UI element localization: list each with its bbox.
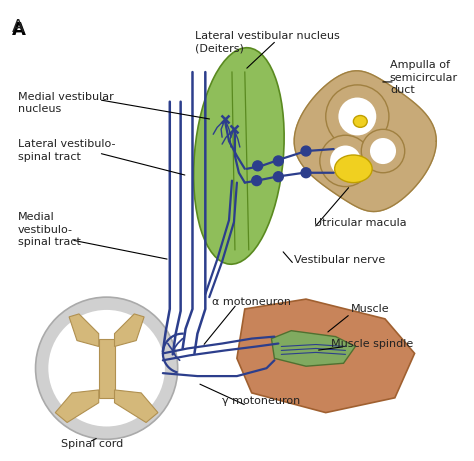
Polygon shape [272, 331, 356, 366]
Circle shape [330, 146, 361, 176]
Text: Lateral vestibular nucleus
(Deiters): Lateral vestibular nucleus (Deiters) [195, 30, 340, 53]
Circle shape [252, 176, 262, 186]
Text: Ampulla of
semicircular
duct: Ampulla of semicircular duct [390, 60, 458, 95]
Polygon shape [115, 390, 158, 422]
Text: Muscle spindle: Muscle spindle [331, 338, 413, 349]
Polygon shape [294, 71, 436, 212]
Polygon shape [115, 314, 144, 347]
Text: Muscle: Muscle [350, 304, 389, 314]
Ellipse shape [335, 155, 372, 183]
Circle shape [273, 172, 283, 182]
Circle shape [320, 135, 371, 187]
Circle shape [36, 297, 178, 439]
Circle shape [253, 161, 263, 171]
Text: Medial vestibular
nucleus: Medial vestibular nucleus [18, 92, 113, 114]
Polygon shape [237, 299, 415, 413]
Text: Utricular macula: Utricular macula [314, 218, 407, 228]
Text: Vestibular nerve: Vestibular nerve [294, 254, 385, 265]
Text: Medial
vestibulo-
spinal tract: Medial vestibulo- spinal tract [18, 212, 81, 247]
Circle shape [48, 310, 165, 426]
Polygon shape [99, 338, 115, 398]
Text: A: A [12, 21, 26, 39]
Ellipse shape [193, 48, 284, 264]
Circle shape [338, 98, 376, 136]
Circle shape [326, 85, 389, 148]
Circle shape [301, 168, 311, 177]
Circle shape [301, 146, 311, 156]
Text: Lateral vestibulo-
spinal tract: Lateral vestibulo- spinal tract [18, 139, 115, 162]
Text: γ motoneuron: γ motoneuron [222, 396, 301, 406]
Text: A: A [12, 18, 24, 36]
Polygon shape [55, 390, 99, 422]
Circle shape [273, 156, 283, 166]
Text: Spinal cord: Spinal cord [61, 439, 123, 449]
Polygon shape [69, 314, 99, 347]
Ellipse shape [354, 116, 367, 127]
Circle shape [370, 138, 396, 164]
Text: α motoneuron: α motoneuron [212, 297, 291, 307]
Circle shape [361, 130, 405, 173]
